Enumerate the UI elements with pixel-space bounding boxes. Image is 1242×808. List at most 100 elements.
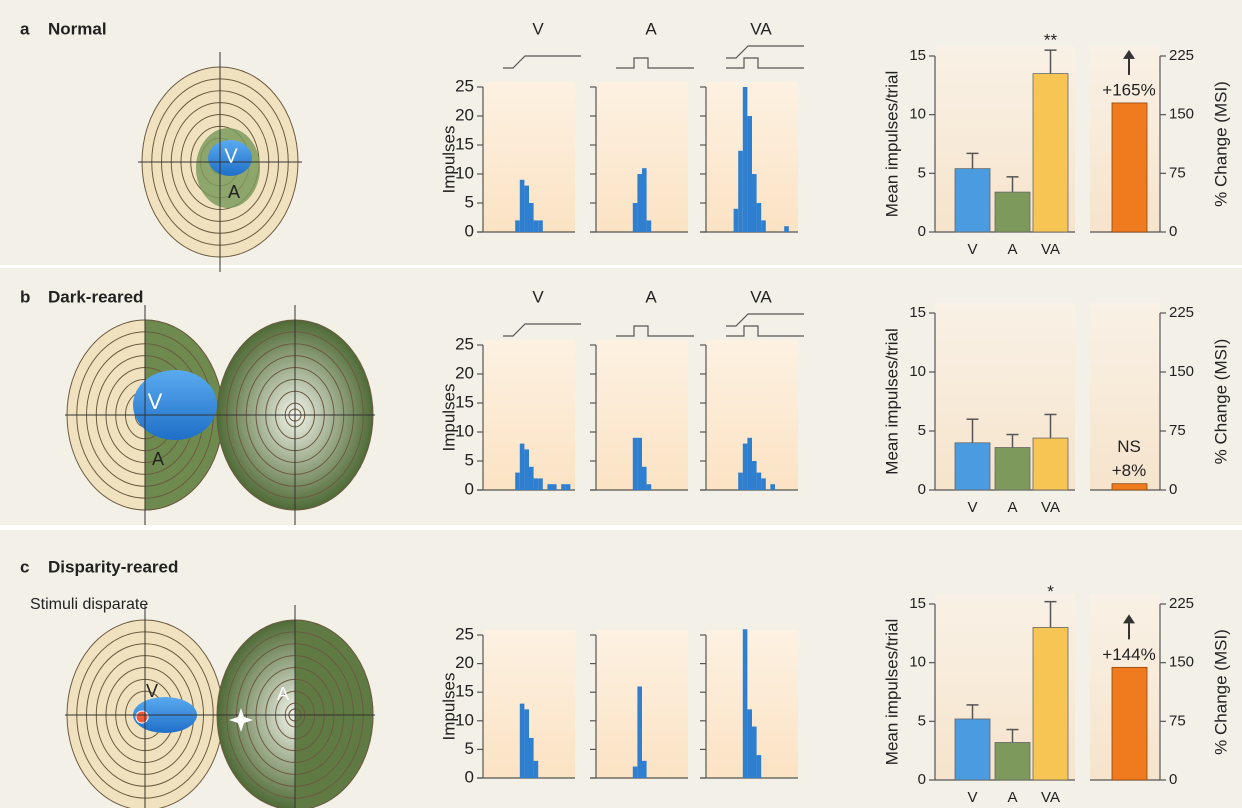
visual-field: [208, 140, 252, 176]
histogram-bin: [637, 437, 642, 490]
bar: [994, 742, 1031, 781]
histogram-bin: [747, 116, 752, 232]
y-tick-label: 5: [465, 192, 474, 211]
y-axis-label: Impulses: [439, 672, 458, 740]
histogram-bin: [524, 185, 529, 232]
y2-axis-label: % Change (MSI): [1211, 629, 1230, 755]
histogram-bin: [733, 208, 739, 232]
subplot-title: V: [532, 287, 544, 306]
stimulus-trace: [726, 45, 804, 59]
histogram-bin: [642, 760, 647, 778]
y-tick-label: 20: [455, 653, 474, 672]
stimulus-trace: [726, 313, 804, 327]
histogram-bin: [738, 150, 743, 232]
msi-arrow-head: [1123, 614, 1135, 624]
bar: [994, 447, 1031, 491]
msi-label: +144%: [1102, 645, 1155, 664]
y-tick-label: 15: [455, 134, 474, 153]
y-tick-label: 5: [918, 422, 926, 439]
histogram-bin: [761, 478, 766, 490]
y2-tick-label: 0: [1169, 223, 1177, 240]
y-tick-label: 20: [455, 105, 474, 124]
histogram-bin: [524, 709, 529, 778]
bar: [994, 191, 1031, 233]
y-tick-label: 5: [465, 739, 474, 758]
stimulus-trace: [616, 325, 694, 337]
y-axis-label: Impulses: [439, 383, 458, 451]
y-tick-label: 0: [465, 767, 474, 786]
panel-title: Normal: [48, 19, 107, 38]
stimulus-trace: [503, 323, 581, 337]
subplot-title: V: [532, 19, 544, 38]
msi-bar: [1111, 666, 1148, 781]
y-tick-label: 15: [909, 47, 926, 64]
histogram-bin: [552, 484, 557, 490]
diagram-label: A: [228, 182, 240, 202]
y2-tick-label: 225: [1169, 595, 1194, 612]
stimulus-trace: [726, 57, 804, 69]
y-tick-label: 10: [909, 106, 926, 123]
y-tick-label: 0: [918, 771, 926, 788]
bar: [954, 718, 991, 781]
histogram-bin: [756, 472, 762, 490]
y-tick-label: 5: [465, 450, 474, 469]
histogram-bin: [515, 472, 520, 490]
msi-bar: [1111, 483, 1148, 491]
y-tick-label: 10: [455, 163, 474, 182]
y2-tick-label: 150: [1169, 363, 1194, 380]
histogram-bin: [533, 760, 539, 778]
y-tick-label: 0: [465, 221, 474, 240]
x-tick-label: V: [967, 789, 977, 806]
subplot-title: VA: [750, 19, 772, 38]
subplot-title: A: [645, 19, 657, 38]
y-tick-label: 15: [455, 392, 474, 411]
y-tick-label: 0: [918, 481, 926, 498]
y2-tick-label: 225: [1169, 304, 1194, 321]
histogram-bin: [515, 220, 520, 232]
histogram-bin: [529, 737, 534, 778]
histogram-bin: [770, 484, 775, 490]
panel-subtitle: Stimuli disparate: [30, 596, 148, 613]
panel-label: a: [20, 19, 30, 38]
diagram-label: V: [224, 145, 238, 167]
histogram-bin: [738, 472, 743, 490]
significance: *: [1047, 582, 1054, 601]
panel-label: b: [20, 287, 30, 306]
bar: [954, 168, 991, 233]
msi-note: NS: [1117, 437, 1141, 456]
histogram-bin: [752, 726, 757, 778]
msi-bar: [1111, 102, 1148, 233]
subplot-title: A: [645, 287, 657, 306]
diagram-label: V: [148, 389, 163, 414]
histogram-bin: [761, 220, 766, 232]
histogram-bin: [538, 478, 543, 490]
histogram-bin: [519, 443, 525, 490]
y2-tick-label: 0: [1169, 771, 1177, 788]
y2-tick-label: 225: [1169, 47, 1194, 64]
y2-tick-label: 75: [1169, 164, 1186, 181]
y-tick-label: 10: [455, 421, 474, 440]
y-axis-label: Mean impulses/trial: [882, 71, 901, 217]
histogram-bin: [637, 174, 642, 232]
y2-tick-label: 75: [1169, 422, 1186, 439]
stimulus-trace: [616, 57, 694, 69]
x-tick-label: V: [967, 241, 977, 258]
histogram-bin: [784, 226, 789, 232]
subplot-title: VA: [750, 287, 772, 306]
histogram-bin: [529, 203, 534, 232]
stimulus-dot: [135, 710, 149, 724]
significance: **: [1044, 31, 1058, 50]
x-tick-label: A: [1007, 789, 1017, 806]
y-tick-label: 10: [909, 363, 926, 380]
histogram-bin: [637, 686, 642, 778]
histogram-bin: [747, 709, 752, 778]
histogram-bin: [632, 437, 638, 490]
histogram-bin: [646, 484, 652, 490]
x-tick-label: VA: [1041, 499, 1060, 516]
histogram-bin: [529, 466, 534, 490]
histogram-bin: [646, 220, 652, 232]
y-tick-label: 15: [909, 595, 926, 612]
y-axis-label: Mean impulses/trial: [882, 328, 901, 474]
stimulus-trace: [726, 325, 804, 337]
